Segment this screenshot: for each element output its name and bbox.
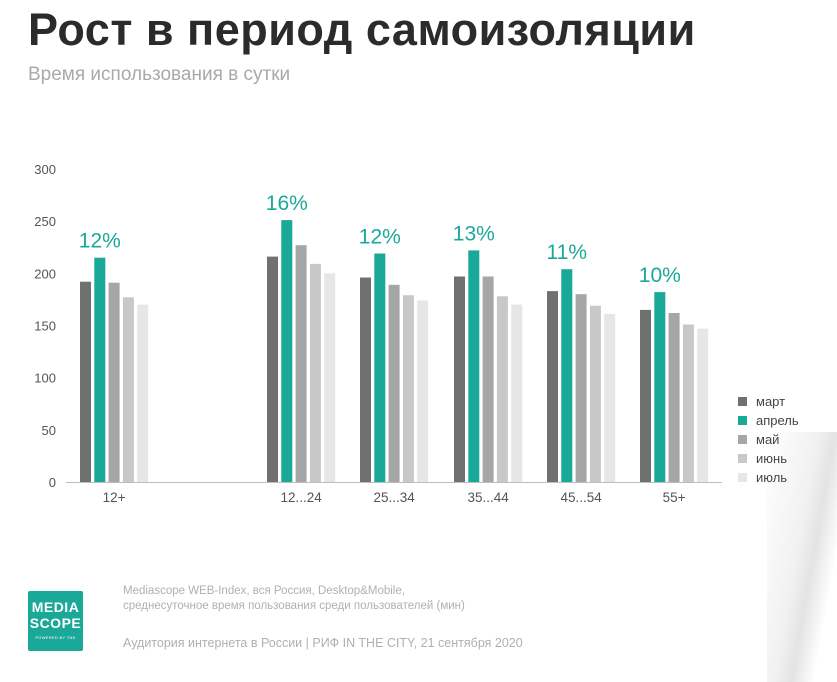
legend-label: март: [756, 394, 786, 409]
bar-april: [468, 250, 480, 482]
y-tick-label: 50: [42, 423, 56, 438]
bar-april: [561, 269, 573, 482]
legend-label: апрель: [756, 413, 799, 428]
legend-item-june: июнь: [738, 449, 799, 468]
bar-april: [654, 292, 666, 482]
bar-june: [496, 296, 508, 482]
bar-july: [324, 273, 336, 482]
growth-label: 16%: [266, 192, 308, 215]
growth-label: 10%: [639, 264, 681, 287]
bar-march: [360, 277, 371, 482]
legend-label: июнь: [756, 451, 787, 466]
mediascope-logo: MEDIA SCOPE POWERED BY TNS: [28, 591, 83, 651]
bar-july: [511, 304, 523, 482]
page-title: Рост в период самоизоляции: [28, 4, 696, 55]
chart-legend: март апрель май июнь июль: [738, 392, 799, 487]
y-tick-label: 150: [34, 319, 56, 334]
y-tick-label: 100: [34, 371, 56, 386]
logo-text-line1: MEDIA: [31, 599, 80, 615]
x-category-label: 35...44: [467, 490, 509, 505]
x-category-label: 55+: [663, 490, 686, 505]
growth-label: 12%: [79, 230, 121, 253]
bar-may: [108, 282, 120, 482]
bar-may: [575, 294, 587, 482]
bar-july: [697, 328, 709, 482]
bar-july: [137, 304, 149, 482]
legend-item-july: июль: [738, 468, 799, 487]
y-tick-label: 0: [49, 475, 56, 490]
bar-march: [267, 256, 278, 482]
y-tick-label: 300: [34, 162, 56, 177]
bar-april: [94, 257, 106, 482]
legend-label: июль: [756, 470, 788, 485]
legend-swatch: [738, 473, 747, 482]
bar-may: [668, 313, 680, 482]
y-tick-label: 250: [34, 214, 56, 229]
bar-may: [295, 245, 307, 482]
x-category-label: 25...34: [373, 490, 415, 505]
bar-june: [402, 295, 414, 482]
logo-text-line2: SCOPE: [29, 615, 82, 631]
logo-tagline: POWERED BY TNS: [35, 635, 76, 640]
legend-item-march: март: [738, 392, 799, 411]
legend-label: май: [756, 432, 780, 447]
legend-swatch: [738, 397, 747, 406]
bar-july: [604, 314, 616, 482]
page-subtitle: Время использования в сутки: [28, 64, 291, 85]
y-tick-label: 200: [34, 266, 56, 281]
bar-may: [388, 284, 400, 482]
growth-label: 11%: [547, 241, 587, 264]
source-line-1: Mediascope WEB-Index, вся Россия, Deskto…: [123, 585, 405, 597]
bar-chart: 0 50 100 150 200 250 300 12% 12+ 16% 12...24 12% 25.…: [34, 162, 722, 505]
bar-april: [374, 253, 386, 482]
bar-june: [122, 297, 134, 482]
bar-march: [640, 309, 651, 482]
bar-april: [281, 220, 293, 482]
bar-march: [80, 281, 91, 482]
bar-june: [682, 324, 694, 482]
bar-march: [454, 276, 465, 482]
legend-swatch: [738, 454, 747, 463]
growth-label: 13%: [453, 222, 495, 245]
source-line-2: среднесуточное время пользования среди п…: [123, 600, 465, 612]
legend-item-april: апрель: [738, 411, 799, 430]
x-category-label: 12+: [103, 490, 126, 505]
bar-july: [417, 300, 429, 482]
bar-may: [482, 276, 494, 482]
source-note: Mediascope WEB-Index, вся Россия, Deskto…: [123, 584, 465, 614]
growth-label: 12%: [359, 226, 401, 249]
bar-march: [547, 291, 558, 482]
x-category-label: 45...54: [560, 490, 602, 505]
x-category-label: 12...24: [280, 490, 322, 505]
legend-item-may: май: [738, 430, 799, 449]
legend-swatch: [738, 435, 747, 444]
event-footer: Аудитория интернета в России | РИФ IN TH…: [123, 636, 523, 650]
decorative-background-shape: [767, 432, 837, 682]
bar-june: [589, 305, 601, 482]
legend-swatch: [738, 416, 747, 425]
bar-june: [309, 263, 321, 482]
